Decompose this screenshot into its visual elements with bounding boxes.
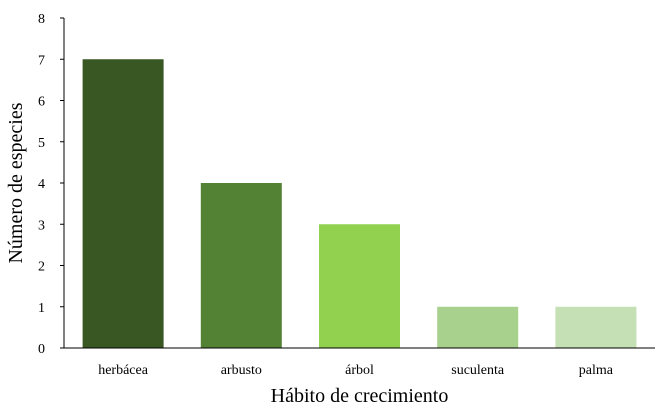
x-tick-label: suculenta	[451, 363, 505, 378]
bar-3	[319, 224, 400, 348]
bar-4	[437, 306, 519, 348]
y-tick-label: 2	[38, 260, 45, 275]
y-axis-ticks: 0 1 2 3 4 5 6 7 8	[38, 12, 64, 357]
bar-2	[200, 183, 282, 348]
bar-1	[82, 59, 164, 348]
y-tick-label: 1	[38, 301, 45, 316]
plot-area	[82, 59, 637, 348]
x-axis-title: Hábito de crecimiento	[271, 385, 449, 407]
y-tick-label: 8	[38, 12, 45, 27]
y-tick-label: 3	[38, 218, 45, 233]
x-tick-label: herbácea	[98, 363, 149, 378]
x-axis-ticks: herbácea arbusto árbol suculenta palma	[98, 363, 614, 378]
bar-5	[555, 306, 637, 348]
y-tick-label: 4	[38, 177, 45, 192]
y-tick-label: 7	[38, 53, 45, 68]
x-tick-label: arbusto	[221, 363, 262, 378]
y-tick-label: 0	[38, 342, 45, 357]
x-tick-label: árbol	[345, 363, 374, 378]
y-axis-title: Número de especies	[5, 102, 27, 263]
y-tick-label: 6	[38, 95, 45, 110]
x-tick-label: palma	[579, 363, 614, 378]
y-tick-label: 5	[38, 136, 45, 151]
